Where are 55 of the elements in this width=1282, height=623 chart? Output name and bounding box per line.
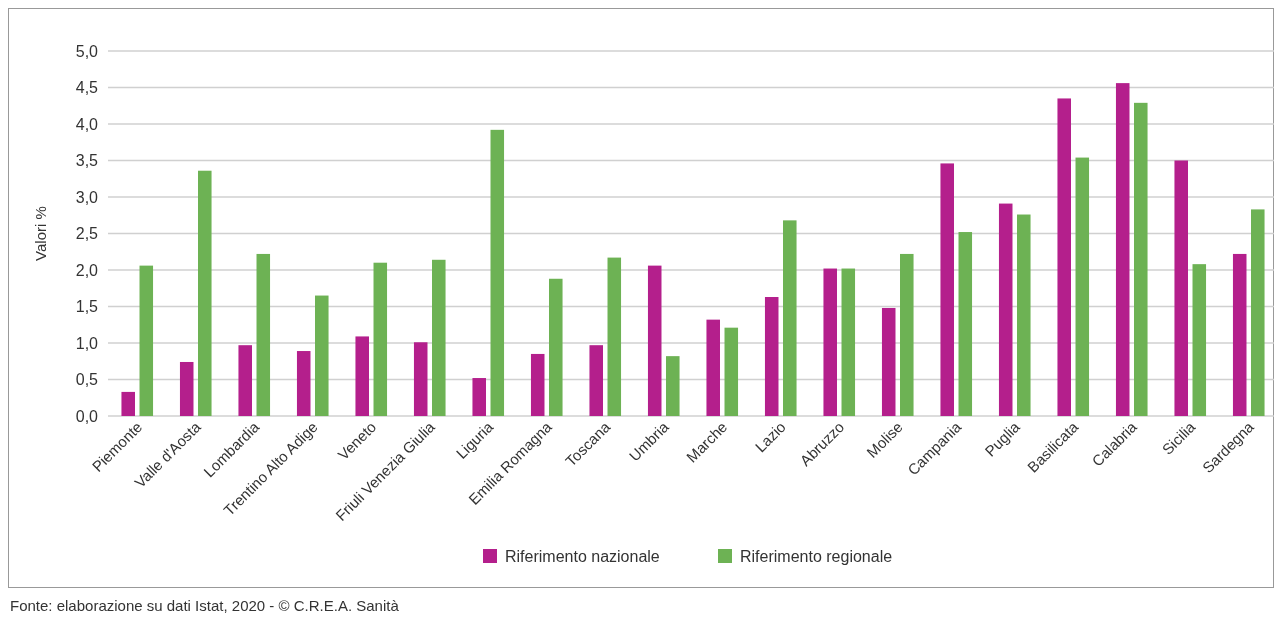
bar: [783, 220, 797, 416]
bar: [881, 307, 896, 416]
bar: [490, 129, 505, 416]
bar: [607, 257, 622, 416]
y-tick-label: 1,5: [75, 298, 99, 316]
bar: [256, 253, 271, 416]
bar: [355, 336, 369, 416]
y-tick-label: 1,0: [75, 334, 99, 352]
y-axis-title: Valori %: [32, 206, 49, 261]
bar: [413, 342, 428, 416]
bar: [706, 319, 720, 416]
bar: [472, 378, 486, 416]
y-tick-label: 3,0: [75, 188, 99, 206]
bar: [1075, 157, 1090, 416]
bar: [1174, 160, 1188, 416]
y-tick-label: 4,5: [75, 79, 99, 97]
bar: [121, 391, 135, 416]
bar: [1115, 83, 1130, 416]
bar: [1192, 264, 1207, 416]
bar: [179, 361, 194, 416]
bar: [139, 265, 154, 416]
bar: [296, 351, 311, 416]
bar: [666, 356, 680, 416]
bar: [724, 327, 739, 416]
y-tick-label: 5,0: [75, 42, 99, 60]
bar: [998, 203, 1013, 416]
y-tick-label: 2,0: [75, 261, 99, 279]
bar: [315, 295, 329, 416]
y-tick-label: 0,0: [75, 407, 99, 425]
bar: [589, 345, 603, 416]
bar: [432, 259, 446, 416]
y-tick-label: 3,5: [75, 152, 99, 170]
bar: [841, 268, 856, 416]
bar: [549, 278, 563, 416]
bar: [1057, 98, 1071, 416]
legend-label: Riferimento regionale: [740, 547, 893, 565]
bar: [958, 232, 973, 416]
bar: [530, 353, 545, 416]
bar: [940, 163, 954, 416]
bar: [1134, 102, 1148, 416]
bar: [900, 253, 914, 416]
bar: [198, 170, 212, 416]
bar: [647, 265, 662, 416]
y-tick-label: 4,0: [75, 115, 99, 133]
bar: [1017, 214, 1031, 416]
source-note: Fonte: elaborazione su dati Istat, 2020 - © C.R.E.A. Sanità: [10, 597, 400, 614]
bar: [238, 345, 252, 416]
bar: [823, 268, 837, 416]
bar: [1251, 209, 1265, 416]
bar: [764, 297, 779, 416]
y-tick-label: 0,5: [75, 371, 99, 389]
bar: [1232, 253, 1247, 416]
bar: [373, 262, 388, 416]
legend-label: Riferimento nazionale: [505, 547, 660, 565]
y-tick-label: 2,5: [75, 225, 99, 243]
